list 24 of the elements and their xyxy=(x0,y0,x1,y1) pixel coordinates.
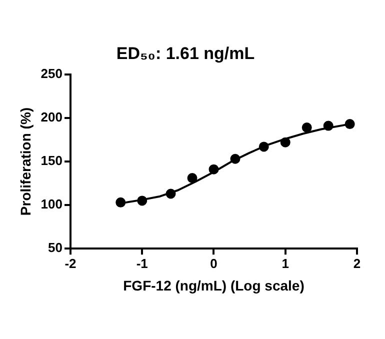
point xyxy=(187,173,198,184)
point xyxy=(230,154,240,164)
point xyxy=(258,142,269,152)
x-tick-label: 1 xyxy=(282,256,289,271)
point xyxy=(344,119,355,130)
point xyxy=(302,122,312,133)
y-tick-label: 100 xyxy=(40,196,62,212)
y-tick-label: 150 xyxy=(40,153,62,168)
x-axis-title: FGF-12 (ng/mL) (Log scale) xyxy=(123,277,304,294)
point xyxy=(323,120,334,131)
point xyxy=(116,197,126,208)
y-axis-title: Proliferation (%) xyxy=(17,107,34,216)
y-tick-label: 50 xyxy=(48,240,62,256)
x-tick-label: 0 xyxy=(210,256,218,271)
point xyxy=(280,137,290,148)
x-tick-label: -2 xyxy=(64,256,76,271)
y-tick-label: 200 xyxy=(40,110,62,125)
point xyxy=(166,188,176,199)
y-tick-label: 250 xyxy=(40,66,62,81)
point xyxy=(137,196,148,206)
point xyxy=(208,164,219,174)
chart-title: ED₅₀: 1.61 ng/mL xyxy=(116,44,255,63)
x-tick-label: 2 xyxy=(353,256,361,271)
x-tick-label: -1 xyxy=(136,256,148,271)
